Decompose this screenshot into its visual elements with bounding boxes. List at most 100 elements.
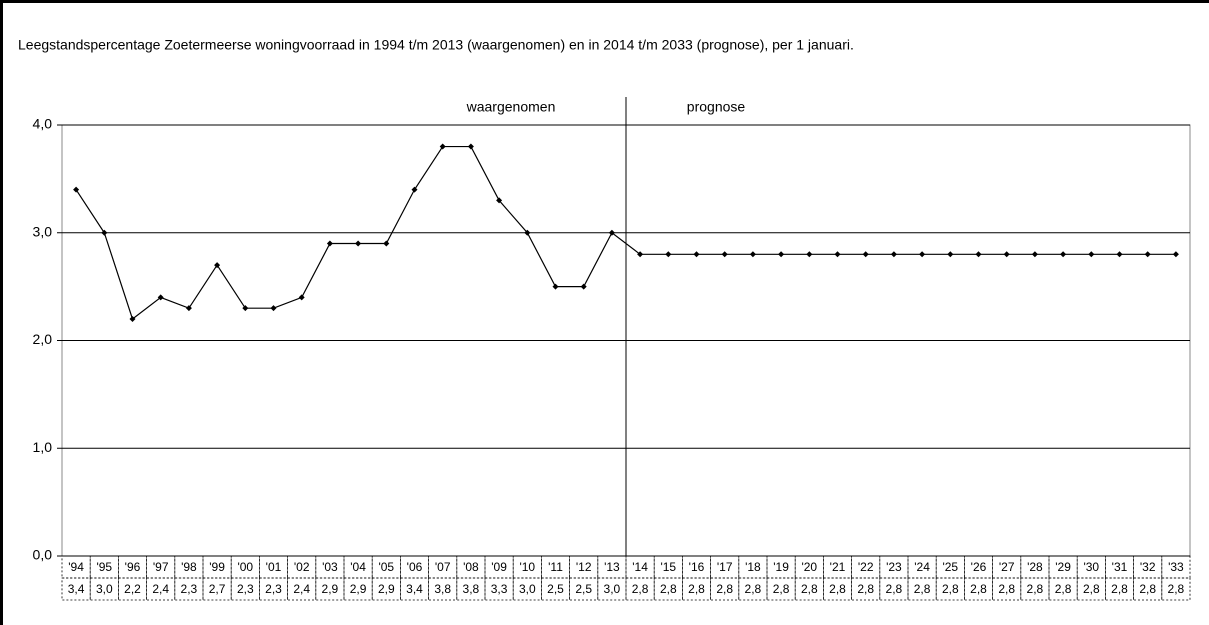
- value-label: 3,0: [519, 582, 536, 596]
- value-label: 2,5: [575, 582, 592, 596]
- table-cell: [315, 577, 345, 601]
- table-cell: [879, 555, 909, 579]
- data-point: [834, 251, 841, 258]
- table-cell: [794, 577, 824, 601]
- x-tick-label: '28: [1027, 560, 1043, 574]
- x-tick-label: '10: [519, 560, 535, 574]
- x-tick-label: '19: [773, 560, 789, 574]
- table-cell: [146, 555, 176, 579]
- data-point: [552, 283, 559, 290]
- table-cell: [653, 555, 683, 579]
- x-tick-label: '18: [745, 560, 761, 574]
- x-tick-label: '95: [96, 560, 112, 574]
- table-cell: [907, 577, 937, 601]
- value-label: 2,8: [801, 582, 818, 596]
- data-point: [947, 251, 954, 258]
- table-cell: [1048, 577, 1078, 601]
- data-point: [157, 294, 164, 301]
- x-tick-label: '02: [294, 560, 310, 574]
- table-cell: [1020, 555, 1050, 579]
- x-tick-label: '04: [350, 560, 366, 574]
- data-point: [637, 251, 644, 258]
- table-cell: [1133, 555, 1163, 579]
- table-cell: [766, 577, 796, 601]
- table-cell: [541, 577, 571, 601]
- value-label: 3,4: [68, 582, 85, 596]
- table-cell: [964, 555, 994, 579]
- data-point: [355, 240, 362, 247]
- table-cell: [118, 555, 148, 579]
- data-point: [778, 251, 785, 258]
- value-label: 2,8: [660, 582, 677, 596]
- table-cell: [569, 577, 599, 601]
- x-tick-label: '30: [1083, 560, 1099, 574]
- data-point: [1060, 251, 1067, 258]
- annotation: prognose: [687, 99, 746, 115]
- x-tick-label: '96: [125, 560, 141, 574]
- data-point: [890, 251, 897, 258]
- table-cell: [964, 577, 994, 601]
- table-cell: [89, 577, 119, 601]
- table-cell: [456, 577, 486, 601]
- value-label: 2,8: [886, 582, 903, 596]
- table-cell: [682, 555, 712, 579]
- x-tick-label: '08: [463, 560, 479, 574]
- data-point: [73, 186, 80, 193]
- data-point: [665, 251, 672, 258]
- x-tick-label: '17: [717, 560, 733, 574]
- data-point: [806, 251, 813, 258]
- table-cell: [710, 555, 740, 579]
- value-label: 2,8: [1168, 582, 1185, 596]
- data-point: [1172, 251, 1179, 258]
- table-cell: [512, 555, 542, 579]
- table-cell: [1076, 555, 1106, 579]
- value-label: 2,4: [293, 582, 310, 596]
- value-label: 2,8: [1139, 582, 1156, 596]
- data-point: [439, 143, 446, 150]
- data-point: [298, 294, 305, 301]
- table-cell: [1020, 577, 1050, 601]
- table-cell: [653, 577, 683, 601]
- value-label: 2,5: [547, 582, 564, 596]
- data-point: [383, 240, 390, 247]
- data-point: [214, 262, 221, 269]
- value-label: 3,4: [406, 582, 423, 596]
- table-cell: [287, 555, 317, 579]
- value-label: 2,7: [209, 582, 226, 596]
- x-tick-label: '24: [914, 560, 930, 574]
- data-point: [242, 305, 249, 312]
- x-tick-label: '09: [491, 560, 507, 574]
- table-cell: [202, 555, 232, 579]
- x-tick-label: '32: [1140, 560, 1156, 574]
- x-tick-label: '25: [942, 560, 958, 574]
- table-cell: [146, 577, 176, 601]
- table-cell: [258, 577, 288, 601]
- x-tick-label: '98: [181, 560, 197, 574]
- value-label: 2,3: [237, 582, 254, 596]
- value-label: 2,8: [1027, 582, 1044, 596]
- table-cell: [174, 577, 204, 601]
- table-cell: [399, 555, 429, 579]
- table-cell: [625, 555, 655, 579]
- y-tick-label: 0,0: [33, 547, 53, 563]
- value-label: 3,8: [434, 582, 451, 596]
- table-cell: [89, 555, 119, 579]
- y-tick-label: 4,0: [33, 116, 53, 132]
- table-cell: [1105, 555, 1135, 579]
- table-cell: [625, 577, 655, 601]
- value-label: 2,8: [1083, 582, 1100, 596]
- table-cell: [879, 577, 909, 601]
- table-cell: [1133, 577, 1163, 601]
- table-cell: [766, 555, 796, 579]
- table-cell: [794, 555, 824, 579]
- table-cell: [399, 577, 429, 601]
- x-tick-label: '20: [801, 560, 817, 574]
- x-tick-label: '31: [1112, 560, 1128, 574]
- table-cell: [738, 577, 768, 601]
- table-cell: [202, 577, 232, 601]
- x-tick-label: '33: [1168, 560, 1184, 574]
- value-label: 2,9: [322, 582, 339, 596]
- y-tick-label: 2,0: [33, 331, 53, 347]
- x-tick-label: '12: [576, 560, 592, 574]
